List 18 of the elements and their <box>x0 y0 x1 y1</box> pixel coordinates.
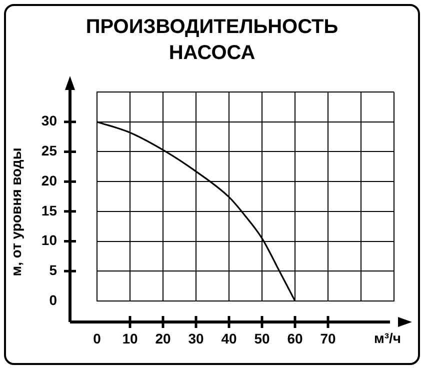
y-tick-label: 10 <box>41 232 58 248</box>
y-tick-label: 15 <box>41 202 58 218</box>
y-tick-label: 30 <box>41 112 58 129</box>
y-tick-label: 20 <box>41 172 58 188</box>
y-tick-label: 5 <box>49 262 58 278</box>
y-tick-label: 25 <box>41 142 58 159</box>
x-tick-label: 60 <box>287 330 303 346</box>
x-tick-label: 0 <box>93 330 102 346</box>
x-tick-label: 30 <box>188 330 204 346</box>
x-axis-title: м³/ч <box>374 330 402 346</box>
chart-title: ПРОИЗВОДИТЕЛЬНОСТЬ НАСОСА <box>84 15 340 66</box>
x-tick-label: 40 <box>221 330 237 346</box>
y-axis-title: м, от уровня воды <box>8 148 24 276</box>
x-tick-label: 50 <box>254 330 270 346</box>
y-tick-label: 0 <box>49 292 58 308</box>
x-tick-label: 70 <box>320 330 336 346</box>
x-tick-label: 10 <box>122 330 138 346</box>
x-tick-label: 20 <box>155 330 171 346</box>
